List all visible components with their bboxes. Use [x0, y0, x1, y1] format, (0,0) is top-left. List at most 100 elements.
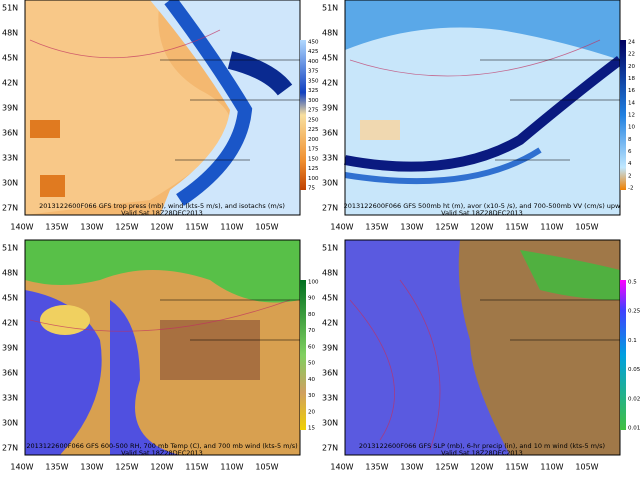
lat-label: 39N	[2, 104, 18, 113]
lon-label: 140W	[330, 223, 353, 232]
colorbar-label: 175	[308, 147, 319, 153]
colorbar-label: 450	[308, 40, 319, 46]
lat-label: 30N	[322, 179, 338, 188]
lat-label: 51N	[2, 244, 18, 253]
lat-label: 48N	[322, 29, 338, 38]
lat-label: 36N	[2, 369, 18, 378]
lon-label: 130W	[400, 463, 423, 472]
lat-label: 42N	[322, 319, 338, 328]
colorbar-label: 200	[308, 137, 319, 143]
colorbar-label: 30	[308, 393, 315, 399]
lon-label: 105W	[255, 223, 278, 232]
colorbar-label: 24	[628, 40, 635, 46]
lat-label: 51N	[322, 4, 338, 13]
colorbar	[300, 40, 306, 190]
colorbar-label: 0.02	[628, 396, 640, 402]
lon-label: 125W	[115, 463, 138, 472]
colorbar-label: 4	[628, 161, 632, 167]
lon-label: 140W	[10, 223, 33, 232]
lat-label: 45N	[2, 54, 18, 63]
lat-label: 27N	[2, 444, 18, 453]
lat-label: 39N	[2, 344, 18, 353]
panel-caption: 2013122600F066 GFS SLP (mb), 6-hr precip…	[359, 442, 605, 450]
lat-label: 27N	[322, 204, 338, 213]
colorbar-label: 0.25	[628, 309, 640, 315]
colorbar-label: 90	[308, 296, 315, 302]
colorbar-label: 22	[628, 52, 635, 58]
contours	[29, 29, 601, 451]
lat-label: 27N	[2, 204, 18, 213]
colorbar-label: 60	[308, 344, 315, 350]
lon-label: 140W	[330, 463, 353, 472]
colorbar-label: 14	[628, 100, 635, 106]
colorbar	[620, 40, 626, 190]
lat-label: 48N	[322, 269, 338, 278]
lat-label: 33N	[322, 154, 338, 163]
lat-label: 48N	[2, 269, 18, 278]
colorbar-label: 0.1	[628, 338, 637, 344]
lon-label: 135W	[365, 463, 388, 472]
lat-label: 27N	[322, 444, 338, 453]
colorbar-label: 250	[308, 117, 319, 123]
lat-label: 33N	[2, 154, 18, 163]
colorbar-label: 16	[628, 88, 635, 94]
colorbar-label: 0.05	[628, 367, 640, 373]
lat-label: 30N	[322, 419, 338, 428]
lon-label: 115W	[185, 463, 208, 472]
lon-label: 125W	[435, 223, 458, 232]
lon-label: 105W	[575, 463, 598, 472]
lat-label: 42N	[322, 79, 338, 88]
lat-label: 51N	[322, 244, 338, 253]
colorbar	[300, 280, 306, 430]
lat-label: 30N	[2, 179, 18, 188]
colorbar-label: 40	[308, 377, 315, 383]
colorbar-label: 225	[308, 127, 319, 133]
colorbar-label: 325	[308, 88, 319, 94]
lat-label: 45N	[2, 294, 18, 303]
colorbar-label: 50	[308, 361, 315, 367]
valid-time: Valid Sat 18Z28DEC2013	[441, 449, 523, 457]
colorbar-label: 125	[308, 166, 319, 172]
valid-time: Valid Sat 18Z28DEC2013	[121, 449, 203, 457]
lon-label: 110W	[220, 223, 243, 232]
colorbar-label: 0.01	[628, 426, 640, 432]
lon-label: 110W	[540, 223, 563, 232]
colorbar-label: 75	[308, 186, 315, 192]
colorbar-label: 8	[628, 137, 632, 143]
lat-label: 42N	[2, 79, 18, 88]
colorbar-label: 6	[628, 149, 632, 155]
lon-label: 110W	[220, 463, 243, 472]
lon-label: 105W	[575, 223, 598, 232]
lon-label: 140W	[10, 463, 33, 472]
colorbar-label: 100	[308, 176, 319, 182]
lat-label: 33N	[322, 394, 338, 403]
colorbar-label: 12	[628, 113, 635, 119]
panel-backgrounds	[25, 0, 624, 455]
colorbar-label: 425	[308, 49, 319, 55]
colorbar-label: 2	[628, 173, 632, 179]
lat-label: 36N	[322, 129, 338, 138]
lat-label: 39N	[322, 104, 338, 113]
lat-label: 51N	[2, 4, 18, 13]
borders	[160, 59, 620, 341]
panel-caption: 2013122600F066 GFS 500mb ht (m), avor (x…	[344, 202, 621, 210]
colorbar-label: 375	[308, 69, 319, 75]
colorbar-label: 70	[308, 328, 315, 334]
lat-label: 45N	[322, 294, 338, 303]
lon-label: 130W	[80, 463, 103, 472]
lat-label: 45N	[322, 54, 338, 63]
colorbar-label: 20	[308, 409, 315, 415]
colorbar-label: 150	[308, 156, 319, 162]
lon-label: 125W	[435, 463, 458, 472]
colorbar-label: 80	[308, 312, 315, 318]
lon-label: 135W	[45, 463, 68, 472]
lat-label: 30N	[2, 419, 18, 428]
panel-caption: 2013122600F066 GFS 600-500 RH, 700 mb Te…	[26, 442, 297, 450]
colorbar-label: 10	[628, 125, 635, 131]
lat-label: 42N	[2, 319, 18, 328]
lon-label: 115W	[505, 223, 528, 232]
lon-label: 115W	[505, 463, 528, 472]
colorbar-label: 275	[308, 108, 319, 114]
